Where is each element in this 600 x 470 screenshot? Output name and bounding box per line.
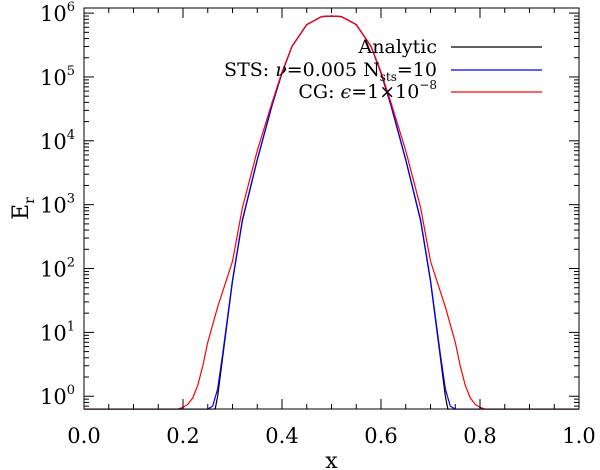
y-tick-label: 101 — [40, 319, 75, 345]
y-tick-label: 102 — [40, 256, 75, 282]
y-tick-label: 103 — [40, 192, 75, 218]
series-line-cg — [84, 15, 579, 410]
y-axis-label: Er — [9, 197, 38, 220]
legend-label-cg: CG: ϵ=1×10−8 — [298, 78, 437, 103]
series-layer — [84, 15, 579, 410]
y-tick-label: 105 — [40, 64, 75, 90]
y-tick-label: 104 — [40, 128, 75, 154]
axes-layer: 0.0 0.2 0.4 0.6 0.8 1.0 100 101 102 103 104 105 106 — [40, 0, 596, 448]
x-tick-label: 0.8 — [463, 424, 496, 448]
x-tick-label: 0.6 — [364, 424, 397, 448]
x-axis-label: x — [325, 449, 338, 470]
x-tick-label: 0.2 — [166, 424, 199, 448]
x-tick-label: 0.0 — [67, 424, 100, 448]
x-tick-label: 1.0 — [562, 424, 595, 448]
legend-label-analytic: Analytic — [358, 36, 437, 58]
x-tick-label: 0.4 — [265, 424, 298, 448]
legend-label-sts: STS: ν=0.005 Nsts=10 — [224, 59, 437, 84]
y-tick-label: 100 — [40, 383, 75, 409]
y-tick-label: 106 — [40, 0, 75, 26]
